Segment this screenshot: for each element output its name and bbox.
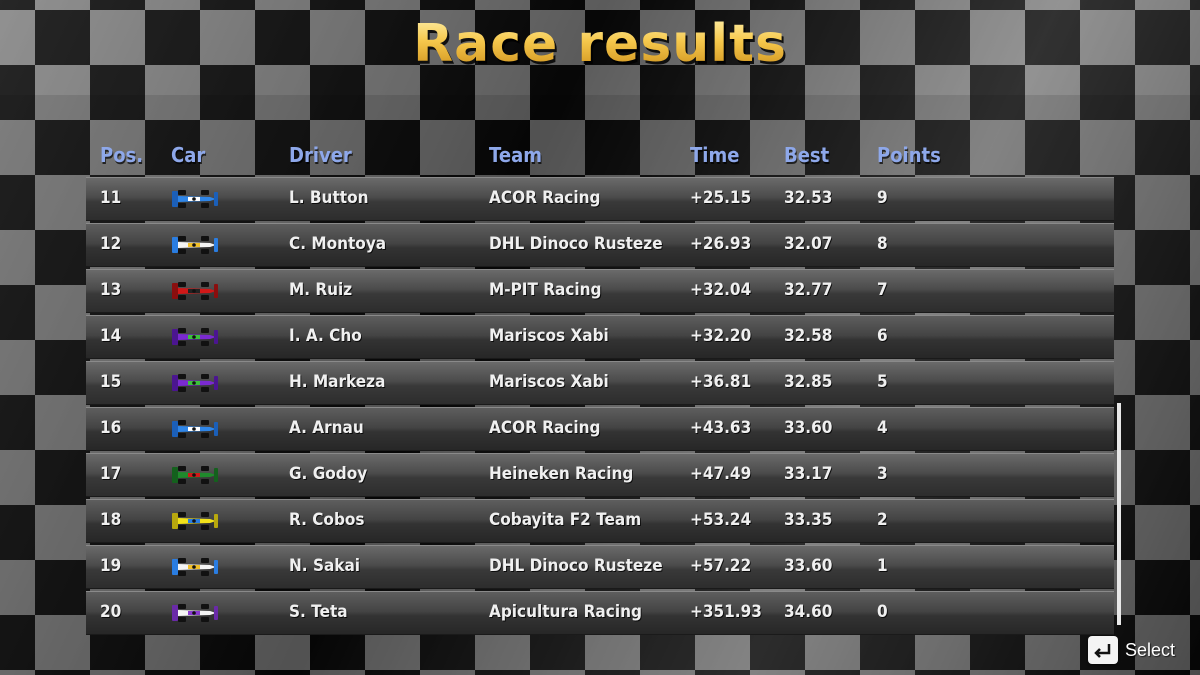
cell-pos: 11 bbox=[100, 188, 122, 208]
table-row[interactable]: 16 A. Arnau ACOR Racing +43.63 33.60 4 bbox=[86, 407, 1114, 451]
table-row[interactable]: 11 L. Button ACOR Racing +25.15 32.53 9 bbox=[86, 177, 1114, 221]
cell-driver: N. Sakai bbox=[289, 556, 361, 576]
header-pos: Pos. bbox=[100, 143, 144, 167]
cell-driver: H. Markeza bbox=[289, 372, 386, 392]
cell-points: 0 bbox=[877, 602, 888, 622]
select-label: Select bbox=[1125, 640, 1176, 660]
cell-points: 3 bbox=[877, 464, 888, 484]
cell-pos: 16 bbox=[100, 418, 122, 438]
cell-best: 33.60 bbox=[784, 418, 833, 438]
cell-points: 6 bbox=[877, 326, 888, 346]
cell-pos: 20 bbox=[100, 602, 122, 622]
cell-time: +32.20 bbox=[690, 326, 752, 346]
page-title: Race results bbox=[0, 14, 1200, 74]
cell-best: 32.58 bbox=[784, 326, 833, 346]
cell-driver: R. Cobos bbox=[289, 510, 365, 530]
results-table: 11 L. Button ACOR Racing +25.15 32.53 9 12 C. M… bbox=[86, 177, 1114, 637]
table-row[interactable]: 17 G. Godoy Heineken Racing +47.49 33.17 3 bbox=[86, 453, 1114, 497]
car-icon bbox=[170, 373, 220, 393]
table-row[interactable]: 19 N. Sakai DHL Dinoco Rusteze +57.22 33.60 1 bbox=[86, 545, 1114, 589]
cell-points: 1 bbox=[877, 556, 888, 576]
cell-best: 33.35 bbox=[784, 510, 833, 530]
table-row[interactable]: 12 C. Montoya DHL Dinoco Rusteze +26.93 32.0… bbox=[86, 223, 1114, 267]
cell-pos: 19 bbox=[100, 556, 122, 576]
cell-time: +36.81 bbox=[690, 372, 752, 392]
car-icon bbox=[170, 603, 220, 623]
cell-driver: S. Teta bbox=[289, 602, 348, 622]
cell-pos: 14 bbox=[100, 326, 122, 346]
cell-driver: G. Godoy bbox=[289, 464, 368, 484]
column-headers: Pos. Car Driver Team Time Best Points bbox=[0, 143, 1200, 173]
cell-pos: 12 bbox=[100, 234, 122, 254]
cell-driver: I. A. Cho bbox=[289, 326, 362, 346]
cell-best: 33.60 bbox=[784, 556, 833, 576]
cell-team: Apicultura Racing bbox=[489, 602, 642, 622]
title-band bbox=[0, 0, 1200, 95]
car-icon bbox=[170, 327, 220, 347]
car-icon bbox=[170, 235, 220, 255]
header-car: Car bbox=[171, 143, 206, 167]
cell-time: +43.63 bbox=[690, 418, 752, 438]
car-icon bbox=[170, 465, 220, 485]
table-row[interactable]: 14 I. A. Cho Mariscos Xabi +32.20 32.58 6 bbox=[86, 315, 1114, 359]
cell-team: Cobayita F2 Team bbox=[489, 510, 642, 530]
cell-points: 2 bbox=[877, 510, 888, 530]
table-row[interactable]: 18 R. Cobos Cobayita F2 Team +53.24 33.35 2 bbox=[86, 499, 1114, 543]
header-time: Time bbox=[690, 143, 740, 167]
car-icon bbox=[170, 557, 220, 577]
header-points: Points bbox=[877, 143, 941, 167]
cell-points: 9 bbox=[877, 188, 888, 208]
cell-team: DHL Dinoco Rusteze bbox=[489, 556, 663, 576]
car-icon bbox=[170, 281, 220, 301]
table-row[interactable]: 20 S. Teta Apicultura Racing +351.93 34.60 0 bbox=[86, 591, 1114, 635]
cell-best: 32.53 bbox=[784, 188, 833, 208]
cell-points: 5 bbox=[877, 372, 888, 392]
cell-team: M-PIT Racing bbox=[489, 280, 602, 300]
cell-pos: 15 bbox=[100, 372, 122, 392]
cell-pos: 13 bbox=[100, 280, 122, 300]
enter-key-icon bbox=[1088, 636, 1118, 664]
cell-best: 32.77 bbox=[784, 280, 833, 300]
car-icon bbox=[170, 511, 220, 531]
cell-time: +26.93 bbox=[690, 234, 752, 254]
cell-team: DHL Dinoco Rusteze bbox=[489, 234, 663, 254]
cell-driver: M. Ruiz bbox=[289, 280, 353, 300]
cell-driver: L. Button bbox=[289, 188, 369, 208]
cell-points: 4 bbox=[877, 418, 888, 438]
header-driver: Driver bbox=[289, 143, 352, 167]
header-best: Best bbox=[784, 143, 830, 167]
cell-best: 34.60 bbox=[784, 602, 833, 622]
car-icon bbox=[170, 419, 220, 439]
table-row[interactable]: 13 M. Ruiz M-PIT Racing +32.04 32.77 7 bbox=[86, 269, 1114, 313]
cell-team: Heineken Racing bbox=[489, 464, 634, 484]
cell-team: Mariscos Xabi bbox=[489, 372, 609, 392]
cell-team: ACOR Racing bbox=[489, 188, 601, 208]
cell-driver: A. Arnau bbox=[289, 418, 364, 438]
cell-best: 33.17 bbox=[784, 464, 833, 484]
cell-pos: 18 bbox=[100, 510, 122, 530]
cell-team: ACOR Racing bbox=[489, 418, 601, 438]
table-row[interactable]: 15 H. Markeza Mariscos Xabi +36.81 32.85 5 bbox=[86, 361, 1114, 405]
cell-time: +47.49 bbox=[690, 464, 752, 484]
cell-time: +351.93 bbox=[690, 602, 762, 622]
cell-time: +57.22 bbox=[690, 556, 752, 576]
cell-time: +25.15 bbox=[690, 188, 752, 208]
cell-best: 32.07 bbox=[784, 234, 833, 254]
cell-pos: 17 bbox=[100, 464, 122, 484]
cell-time: +32.04 bbox=[690, 280, 752, 300]
cell-team: Mariscos Xabi bbox=[489, 326, 609, 346]
header-team: Team bbox=[489, 143, 543, 167]
select-hint[interactable]: Select bbox=[1088, 636, 1188, 666]
car-icon bbox=[170, 189, 220, 209]
cell-points: 8 bbox=[877, 234, 888, 254]
cell-time: +53.24 bbox=[690, 510, 752, 530]
cell-driver: C. Montoya bbox=[289, 234, 387, 254]
cell-best: 32.85 bbox=[784, 372, 833, 392]
cell-points: 7 bbox=[877, 280, 888, 300]
scrollbar[interactable] bbox=[1117, 403, 1121, 625]
